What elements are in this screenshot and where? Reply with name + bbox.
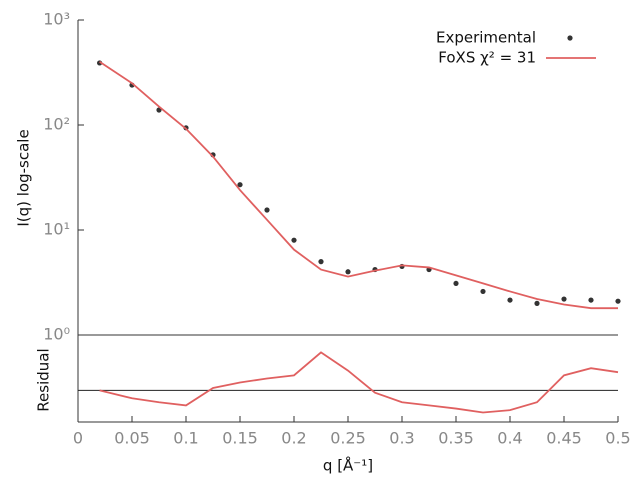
x-tick-label: 0.3 [389,429,414,448]
x-tick-label: 0.15 [222,429,258,448]
y-tick-label: 10¹ [43,220,70,239]
x-tick-label: 0.05 [114,429,150,448]
x-tick-label: 0.1 [173,429,198,448]
data-point [561,296,567,302]
data-line [99,61,618,310]
y-tick-label: 10² [43,115,70,134]
data-point [615,298,621,304]
x-tick-label: 0.25 [330,429,366,448]
x-tick-label: 0.35 [438,429,474,448]
x-tick-label: 0.45 [546,429,582,448]
data-point [534,300,540,306]
data-point [480,288,486,295]
y-axis-label: Residual [35,348,53,411]
data-point [237,182,243,188]
legend-marker [567,35,573,41]
data-point [588,297,594,303]
data-point [291,237,297,243]
y-tick-label: 10³ [43,10,70,29]
x-axis-label: q [Å⁻¹] [323,456,373,475]
data-line [99,351,619,414]
x-tick-label: 0.2 [281,429,306,448]
x-tick-label: 0.4 [497,429,522,448]
x-tick-label: 0.5 [605,429,630,448]
data-point [264,207,270,213]
x-tick-label: 0 [73,429,83,448]
y-tick-label: 10⁰ [43,325,70,344]
data-point [318,259,324,265]
legend-label: FoXS χ² = 31 [438,49,536,67]
data-point [507,297,513,303]
data-point [345,269,351,275]
y-axis-label: I(q) log-scale [15,129,33,226]
legend-label: Experimental [436,29,536,47]
data-point [453,280,459,287]
